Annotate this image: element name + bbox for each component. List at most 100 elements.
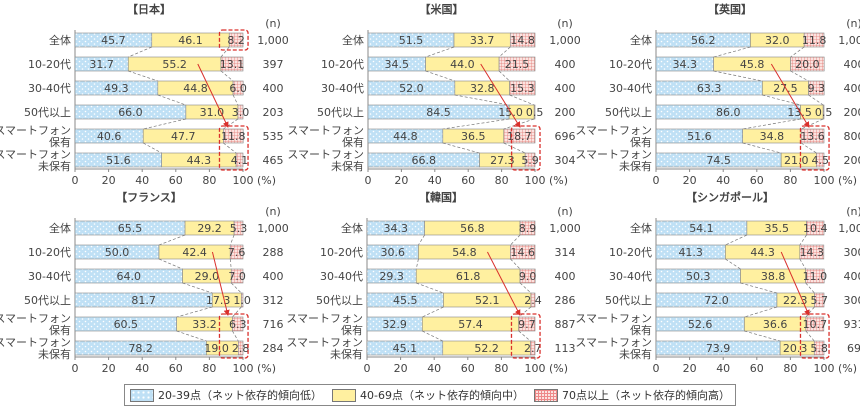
n-value: 286 [555, 294, 576, 307]
n-value: 400 [844, 58, 860, 71]
connector-line [223, 142, 237, 154]
n-header: (n) [557, 17, 573, 30]
data-label: 21.0 [784, 154, 809, 167]
bar-segment-high [790, 56, 825, 72]
bar-segment-high [806, 220, 825, 236]
connector-line [518, 330, 531, 342]
x-tick-label: 80 [202, 174, 216, 187]
x-unit-label: (%) [838, 362, 857, 375]
connector-line [229, 234, 235, 246]
bar-segment-high [813, 340, 825, 356]
data-label: 20.3 [783, 342, 808, 355]
category-label-line: スマートフォン [287, 148, 364, 161]
data-label: 50.3 [686, 270, 711, 283]
data-label: 34.5 [385, 58, 410, 71]
data-label: 44.8 [393, 130, 418, 143]
n-value: 300 [844, 294, 860, 307]
connector-line [128, 46, 152, 58]
connector-line [503, 118, 535, 130]
bar-segment-high [241, 292, 244, 308]
category-label: 50代以上 [317, 106, 364, 119]
data-label: 46.1 [178, 34, 203, 47]
data-label: 11.8 [802, 34, 827, 47]
category-label-line: スマートフォン [0, 124, 71, 137]
n-value: 300 [844, 246, 860, 259]
data-label: 32.8 [470, 82, 495, 95]
category-label: スマートフォン未保有 [575, 148, 652, 173]
bar-segment-high [228, 32, 244, 48]
connector-line [742, 118, 801, 130]
category-label: 10-20代 [320, 246, 363, 259]
data-label: 57.4 [458, 318, 483, 331]
category-label: 30-40代 [320, 270, 363, 283]
data-label: 33.7 [470, 34, 495, 47]
category-label: スマートフォン未保有 [0, 148, 71, 173]
data-label: 32.0 [765, 34, 790, 47]
category-label-line: スマートフォン [575, 312, 652, 325]
connector-line [176, 306, 213, 318]
x-tick-label: 60 [461, 174, 475, 187]
legend: 20-39点（ネット依存的傾向低） 40-69点（ネット依存的傾向中） 70点以… [124, 384, 736, 406]
bar-segment-high [509, 80, 536, 96]
trend-arrow [211, 251, 230, 316]
bar-segment-high [510, 244, 536, 260]
bar-segment-high [808, 80, 825, 96]
data-label: 5.7 [810, 294, 828, 307]
n-value: 314 [555, 246, 576, 259]
data-label: 22.3 [783, 294, 808, 307]
x-tick-label: 20 [683, 174, 697, 187]
x-tick-label: 100 [814, 174, 835, 187]
data-label: 52.1 [475, 294, 500, 307]
n-value: 200 [844, 106, 860, 119]
category-label: 30-40代 [609, 270, 652, 283]
connector-line [158, 234, 186, 246]
connector-line [232, 306, 242, 318]
data-label: 6.0 [229, 82, 247, 95]
x-tick-label: 100 [233, 174, 254, 187]
legend-swatch-mid [331, 388, 356, 402]
data-label: 2.4 [524, 294, 542, 307]
connector-line [799, 234, 807, 246]
data-label: 31.7 [89, 58, 114, 71]
x-unit-label: (%) [549, 362, 568, 375]
data-label: 9.3 [808, 82, 826, 95]
trend-arrow [780, 251, 810, 316]
n-value: 200 [844, 154, 860, 167]
data-label: 72.0 [704, 294, 729, 307]
x-tick-label: 20 [102, 174, 116, 187]
data-label: 35.5 [764, 222, 789, 235]
category-label: スマートフォン保有 [287, 124, 364, 149]
x-unit-label: (%) [257, 362, 276, 375]
n-value: 1,000 [549, 222, 581, 235]
x-tick-label: 80 [783, 362, 797, 375]
category-label-line: スマートフォン [287, 124, 364, 137]
data-label: 51.6 [687, 130, 712, 143]
data-label: 51.6 [106, 154, 131, 167]
n-value: 535 [263, 130, 284, 143]
n-value: 931 [844, 318, 860, 331]
category-label-line: スマートフォン [0, 312, 71, 325]
bar-segment-high [518, 316, 536, 332]
n-value: 465 [263, 154, 284, 167]
legend-label: 40-69点（ネット依存的傾向中） [359, 389, 524, 402]
x-tick-label: 40 [716, 174, 730, 187]
x-unit-label: (%) [257, 174, 276, 187]
category-label: 30-40代 [28, 82, 71, 95]
panel-3: 【フランス】 (n) 0 20 40 60 80 100 (%) 全体 1,000 65.5 29.2 5… [0, 191, 289, 375]
x-tick-label: 60 [750, 362, 764, 375]
connector-line [425, 70, 455, 82]
data-label: 44.3 [187, 154, 212, 167]
category-label: 10-20代 [321, 58, 364, 71]
data-label: 15.3 [510, 82, 535, 95]
connector-line [418, 234, 425, 246]
data-label: 74.5 [706, 154, 731, 167]
connector-line [744, 306, 778, 318]
bar-segment-high [223, 128, 244, 144]
x-tick-label: 40 [427, 362, 441, 375]
category-label-line: スマートフォン [0, 336, 71, 349]
data-label: 14.8 [510, 34, 535, 47]
bar-segment-high [235, 152, 244, 168]
data-label: 7.6 [228, 246, 246, 259]
data-label: 10.7 [803, 318, 828, 331]
bar-segment-high [822, 104, 825, 120]
